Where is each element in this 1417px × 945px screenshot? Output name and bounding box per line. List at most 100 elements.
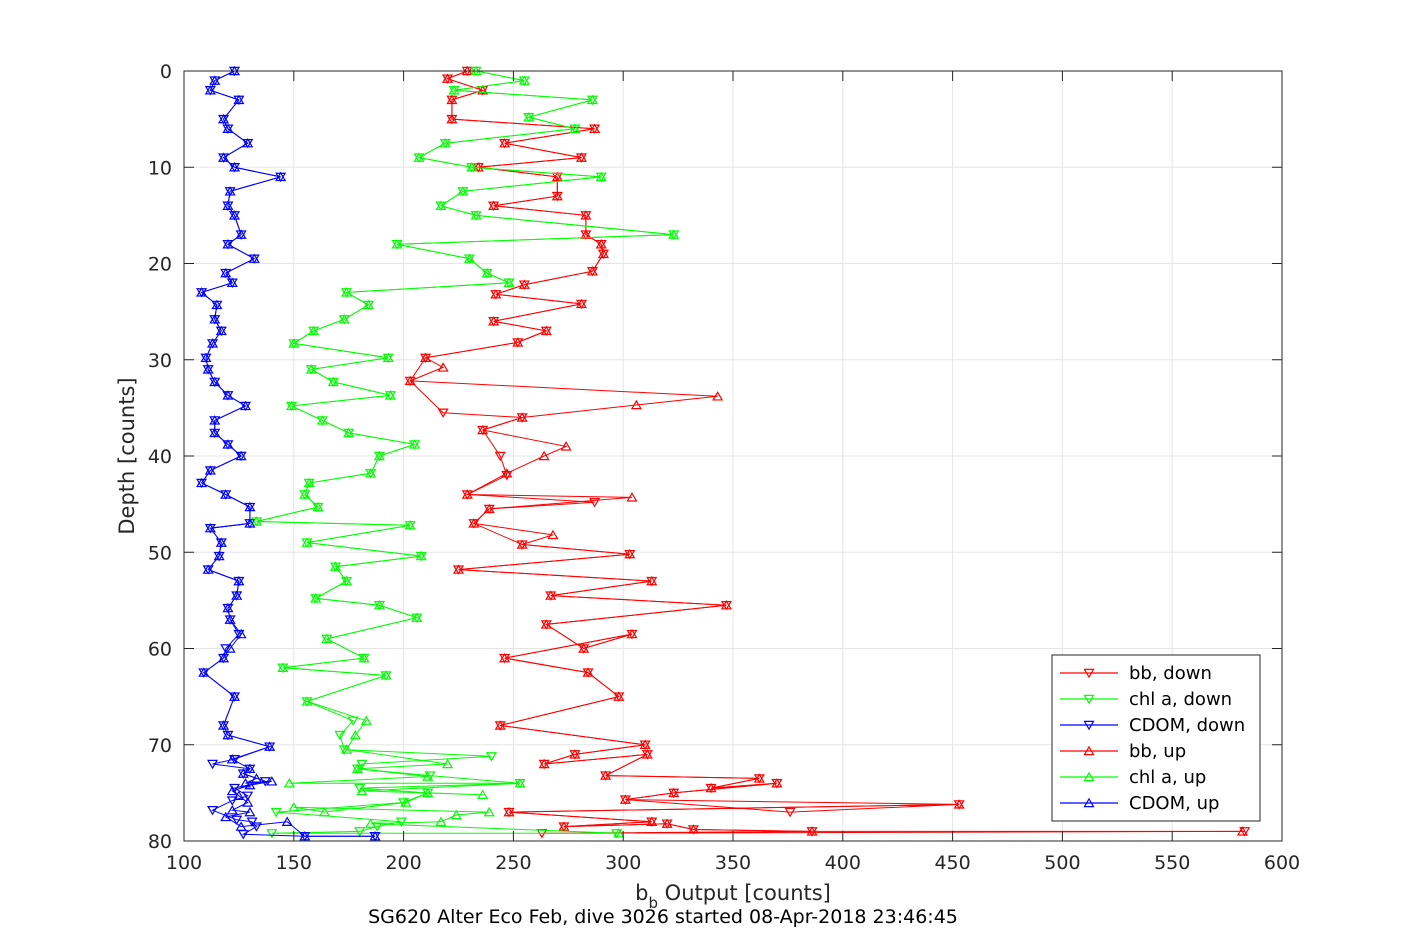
data-point: [411, 612, 423, 622]
data-point: [349, 729, 361, 740]
data-point: [222, 239, 234, 249]
data-point: [329, 561, 342, 571]
data-point: [362, 299, 375, 310]
data-point: [237, 768, 249, 778]
data-point: [204, 85, 216, 95]
data-point: [448, 85, 460, 95]
data-point: [226, 804, 238, 815]
data-point: [626, 628, 638, 639]
data-point: [209, 376, 221, 387]
data-point: [351, 763, 364, 774]
data-point: [626, 492, 638, 502]
data-point: [215, 325, 227, 336]
data-point: [299, 830, 311, 841]
data-point: [624, 548, 636, 559]
data-point: [589, 498, 601, 508]
data-point: [646, 816, 658, 826]
data-point: [340, 287, 353, 297]
legend-marker: [1083, 668, 1095, 679]
legend-item: CDOM, up: [1060, 793, 1219, 814]
data-point: [575, 298, 588, 309]
data-point: [228, 210, 241, 220]
data-point: [435, 200, 447, 210]
data-point: [242, 797, 254, 807]
data-point: [582, 667, 594, 677]
data-point: [595, 171, 607, 182]
data-point: [209, 314, 221, 324]
data-point: [301, 696, 313, 706]
y-tick-label: 30: [148, 350, 172, 372]
data-point: [310, 593, 322, 603]
data-point: [439, 137, 451, 148]
data-point: [490, 289, 502, 299]
data-point: [687, 824, 700, 834]
data-point: [404, 375, 416, 386]
data-point: [226, 796, 238, 806]
data-point: [551, 171, 563, 182]
data-point: [461, 489, 473, 499]
data-point: [580, 229, 592, 239]
data-point: [395, 817, 407, 827]
data-point: [226, 753, 238, 764]
data-point: [450, 809, 462, 820]
data-point: [569, 749, 581, 759]
x-axis-label-main: b: [635, 881, 648, 905]
data-point: [494, 720, 506, 730]
data-point: [235, 821, 247, 831]
data-point: [228, 691, 241, 701]
data-point: [373, 450, 385, 461]
legend-label: CDOM, down: [1129, 715, 1245, 736]
data-point: [501, 471, 513, 481]
data-point: [771, 778, 783, 788]
data-point: [246, 817, 258, 827]
data-point: [404, 520, 416, 530]
legend-label: CDOM, up: [1129, 793, 1219, 814]
data-point: [217, 652, 230, 663]
data-point: [523, 111, 535, 122]
data-point: [244, 806, 256, 817]
data-point: [580, 210, 592, 220]
data-point: [224, 614, 236, 624]
data-point: [600, 770, 612, 780]
data-point: [301, 537, 313, 547]
data-point: [222, 439, 234, 449]
legend-label: chl a, up: [1129, 767, 1206, 788]
data-point: [384, 390, 396, 400]
data-point: [415, 550, 427, 561]
legend-item: chl a, down: [1060, 689, 1232, 710]
data-point: [204, 465, 216, 475]
data-point: [365, 818, 377, 828]
data-point: [250, 773, 263, 783]
data-point: [558, 821, 570, 831]
data-point: [547, 529, 559, 540]
series-5: [196, 65, 381, 841]
data-point: [242, 137, 254, 148]
data-point: [641, 749, 653, 759]
data-point: [516, 412, 528, 422]
data-point: [488, 316, 500, 326]
data-point: [340, 744, 353, 754]
data-point: [470, 210, 482, 220]
data-point: [303, 477, 315, 488]
data-point: [220, 489, 232, 499]
data-point: [327, 376, 339, 387]
data-point: [286, 400, 298, 411]
data-point: [501, 468, 513, 478]
x-tick-label: 450: [934, 852, 970, 874]
data-point: [235, 450, 247, 461]
data-point: [545, 590, 557, 600]
data-point: [365, 468, 377, 478]
data-point: [468, 518, 480, 528]
data-point: [457, 186, 469, 196]
x-tick-label: 250: [495, 852, 531, 874]
data-point: [196, 477, 208, 488]
x-tick-label: 400: [825, 852, 861, 874]
data-point: [222, 123, 234, 133]
data-point: [466, 162, 478, 172]
data-point: [356, 785, 368, 796]
data-point: [518, 75, 530, 85]
data-point: [248, 253, 260, 263]
legend: bb, down chl a, down CDOM, down bb, up chl a…: [1051, 654, 1261, 822]
data-point: [1236, 826, 1249, 836]
data-point: [266, 829, 278, 839]
